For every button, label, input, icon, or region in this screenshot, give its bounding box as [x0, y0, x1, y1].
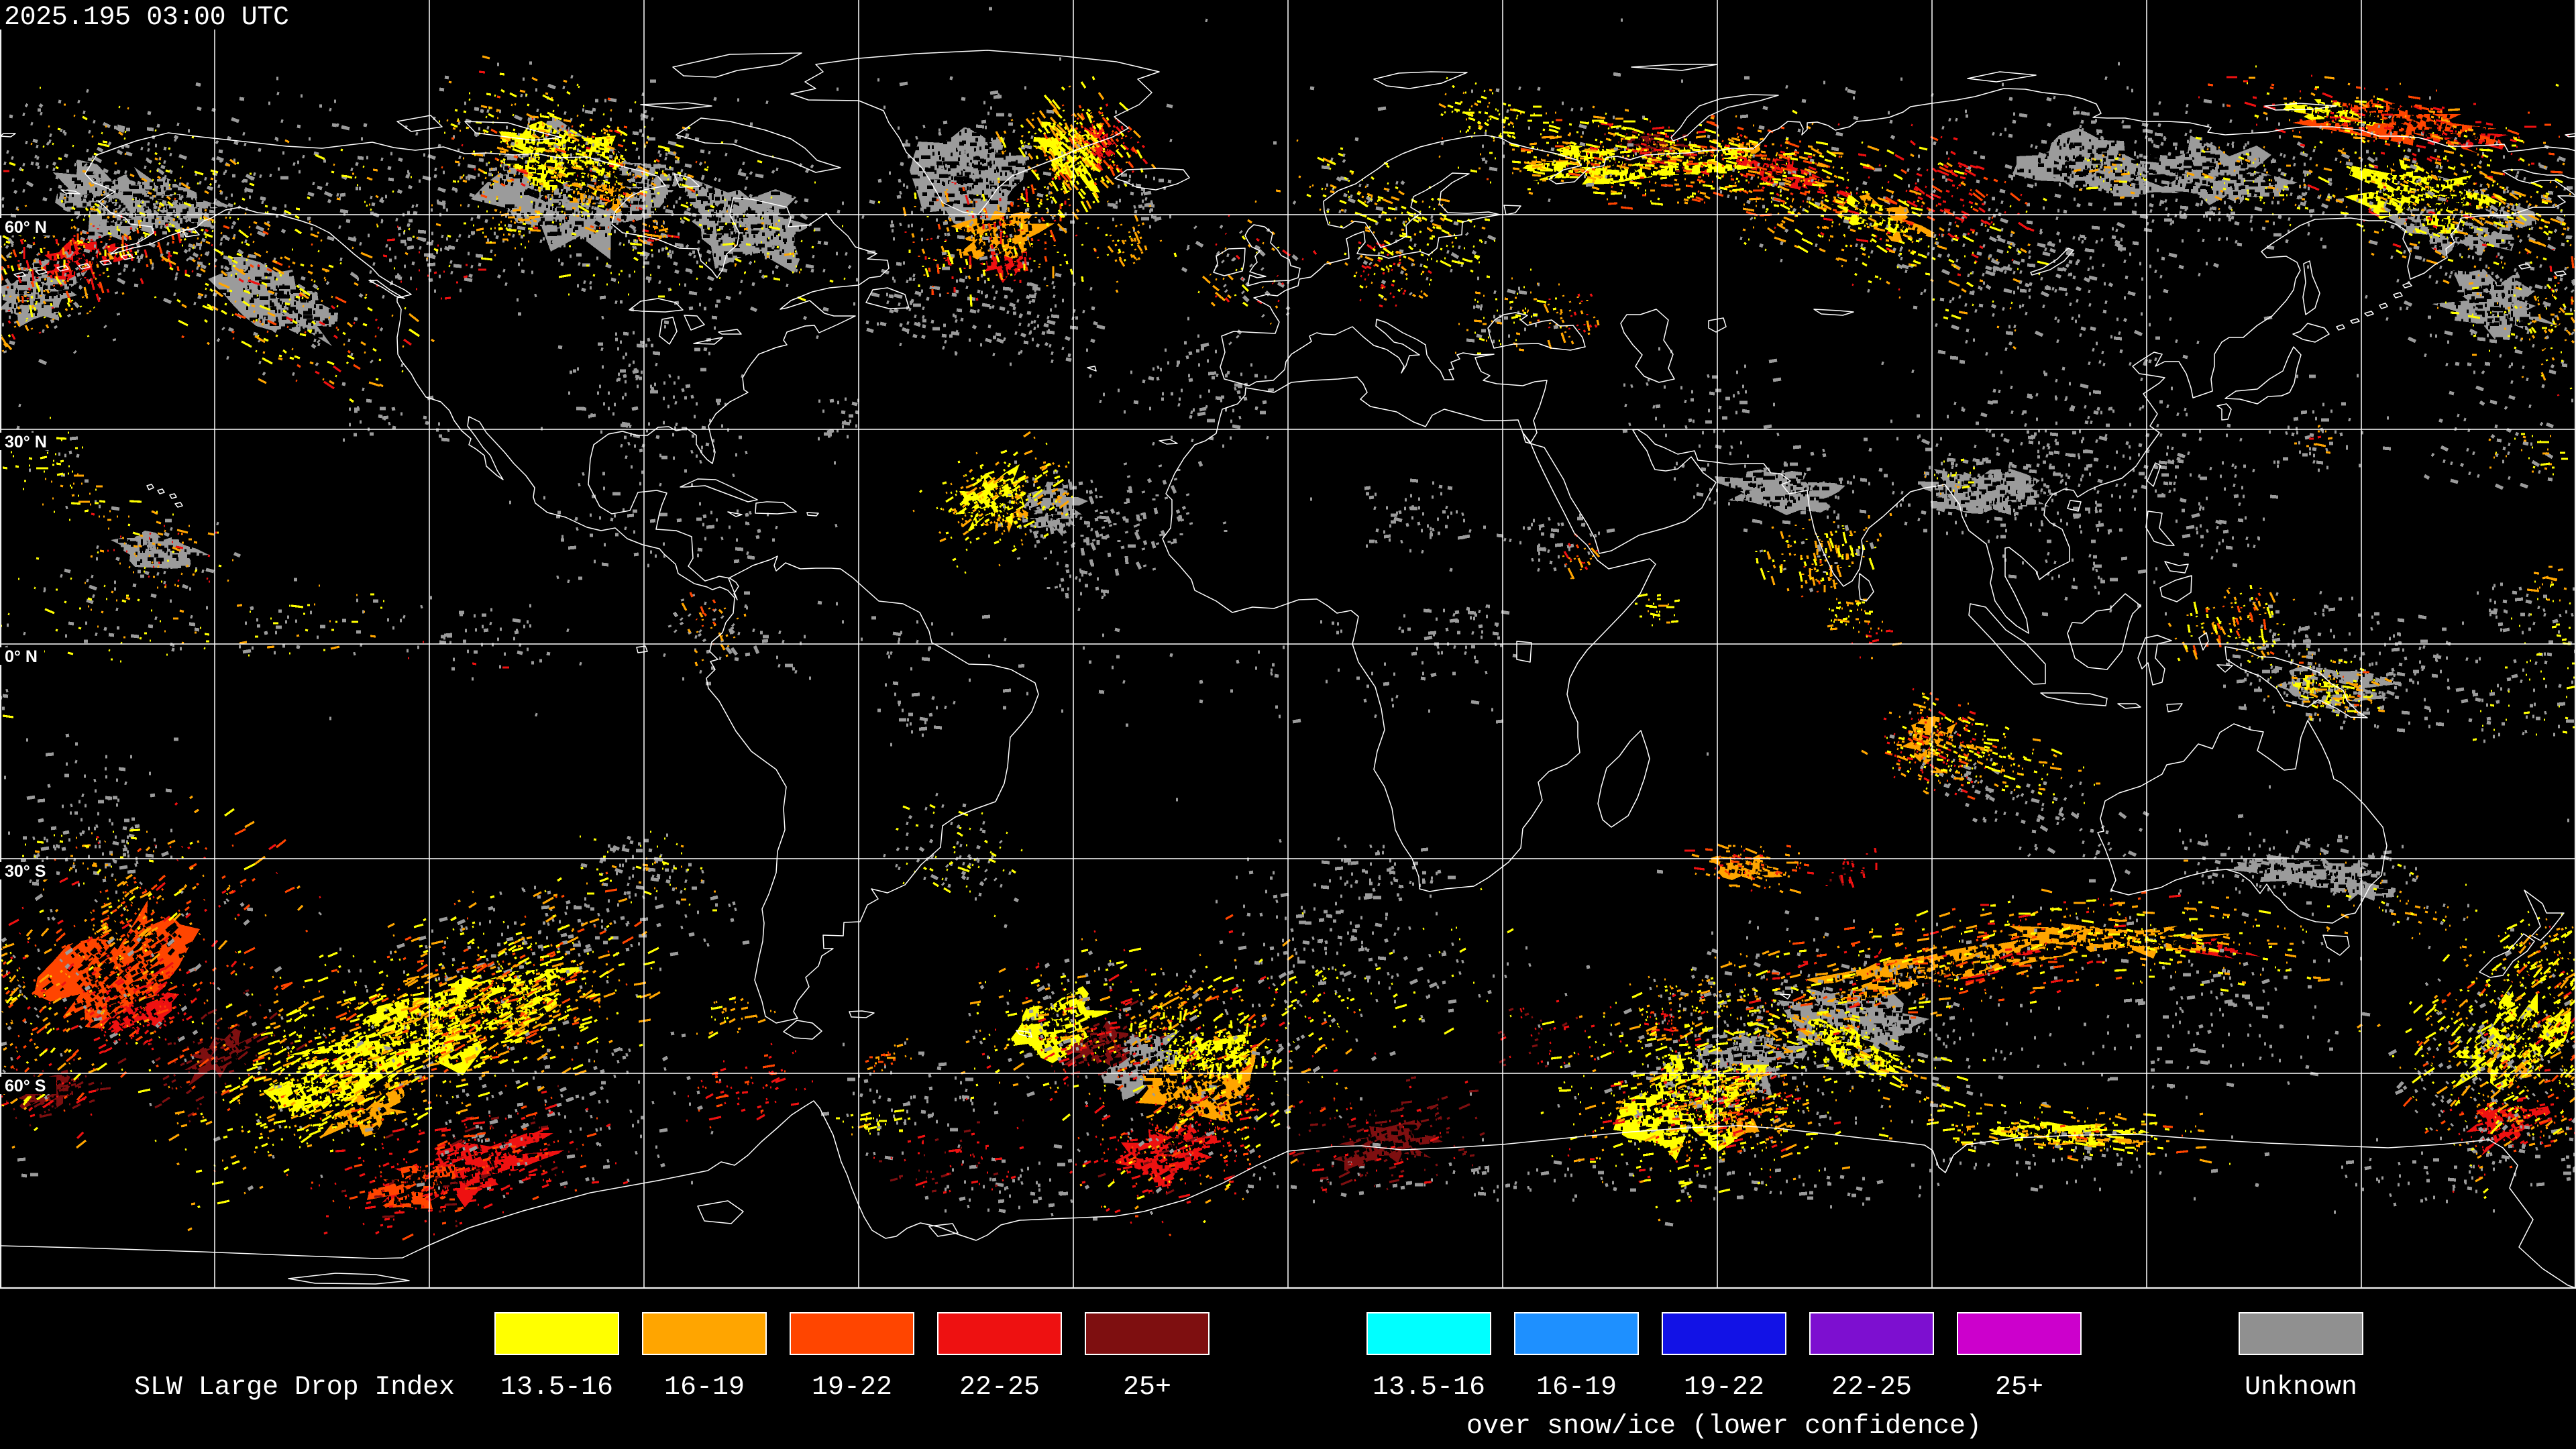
svg-text:2025.195 03:00 UTC: 2025.195 03:00 UTC	[4, 3, 289, 33]
svg-text:22-25: 22-25	[959, 1373, 1040, 1403]
svg-text:Unknown: Unknown	[2245, 1373, 2357, 1403]
svg-text:30° S: 30° S	[5, 862, 46, 881]
svg-text:16-19: 16-19	[664, 1373, 745, 1403]
svg-text:25+: 25+	[1123, 1373, 1171, 1403]
svg-text:over snow/ice (lower confidenc: over snow/ice (lower confidence)	[1466, 1411, 1982, 1442]
svg-text:13.5-16: 13.5-16	[500, 1373, 613, 1403]
svg-text:19-22: 19-22	[1684, 1373, 1764, 1403]
svg-text:SLW Large Drop Index: SLW Large Drop Index	[134, 1373, 455, 1403]
svg-text:30° N: 30° N	[5, 433, 47, 451]
svg-text:0° N: 0° N	[5, 647, 38, 666]
svg-text:22-25: 22-25	[1831, 1373, 1912, 1403]
svg-text:13.5-16: 13.5-16	[1373, 1373, 1485, 1403]
svg-text:60° S: 60° S	[5, 1077, 46, 1095]
svg-text:16-19: 16-19	[1536, 1373, 1617, 1403]
svg-text:60° N: 60° N	[5, 218, 47, 237]
svg-text:19-22: 19-22	[812, 1373, 892, 1403]
svg-text:25+: 25+	[1995, 1373, 2043, 1403]
